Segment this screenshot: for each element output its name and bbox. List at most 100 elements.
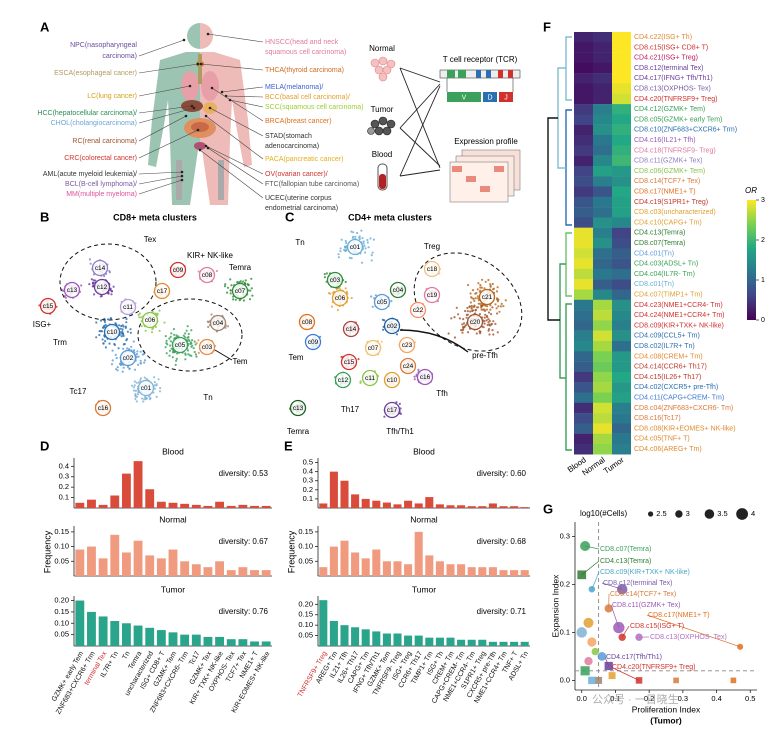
connector <box>138 85 191 97</box>
row-label: CD8.c12(terminal Tex) <box>634 65 704 72</box>
point <box>576 627 587 638</box>
colorbar-tick-label: 3 <box>761 197 765 204</box>
bar <box>238 504 248 508</box>
cell-dot <box>242 299 245 302</box>
cell-dot <box>244 279 247 282</box>
cell-dot <box>142 400 145 403</box>
cell-dot <box>344 239 347 243</box>
cell-dot <box>163 321 166 324</box>
cell-dot <box>137 313 140 316</box>
y-tick-label: 0.4 <box>59 461 69 470</box>
sample-label: Blood <box>372 150 392 159</box>
y-axis-title: Expansion Index <box>550 574 560 638</box>
x-tick-label: 0.1 <box>610 694 620 703</box>
cell-dot <box>91 285 94 288</box>
bar <box>215 561 225 576</box>
bar <box>75 502 85 508</box>
cluster-label: c13 <box>293 405 304 412</box>
cell-dot <box>117 347 120 350</box>
cell-dot <box>153 376 156 379</box>
cluster-annotation: Tn <box>203 393 212 402</box>
cancer-label: BCC(basal cell carcinoma)/ <box>265 94 350 101</box>
cell-dot <box>477 297 480 300</box>
heatmap-cell <box>612 186 631 197</box>
bar <box>351 627 360 646</box>
cell-dot <box>207 325 210 329</box>
cell-dot <box>118 362 122 366</box>
cell-dot <box>110 363 114 366</box>
heatmap-cell <box>593 402 612 414</box>
heatmap-cell <box>612 258 631 270</box>
bar <box>361 558 370 576</box>
cell-dot <box>110 293 113 296</box>
heatmap-cell <box>593 52 612 64</box>
cell-dot <box>124 326 127 329</box>
heatmap-cell <box>612 320 631 331</box>
bar <box>457 639 466 646</box>
row-label: CD4.c04(IL7R- Tm) <box>634 271 695 278</box>
bar <box>382 561 391 576</box>
row-label: CD4.c01(Tn) <box>634 250 674 257</box>
cell-dot <box>483 309 486 313</box>
cluster-badge <box>103 323 121 341</box>
segment-label: J <box>504 94 508 101</box>
cell-dot <box>348 256 351 259</box>
cluster-badge <box>91 259 109 277</box>
cell-dot <box>186 325 189 328</box>
row-label: CD8.c17(NME1+ T) <box>634 188 696 195</box>
row-label: CD8.c02(IL7R+ Tn) <box>634 343 695 350</box>
cell-dot <box>183 336 186 339</box>
cluster-label: c04 <box>393 287 404 294</box>
bar <box>340 480 349 508</box>
cluster-annotation: Tfh <box>436 389 448 398</box>
bar <box>180 561 190 576</box>
cell-dot <box>363 244 366 247</box>
cancer-label: PACA(pancreatic cancer) <box>265 156 343 163</box>
heatmap-cell <box>574 176 593 187</box>
cell-dot <box>471 297 474 300</box>
heatmap-cell <box>574 93 593 105</box>
bar <box>75 549 85 576</box>
cell-dot <box>383 415 386 418</box>
bar <box>372 549 381 576</box>
bar <box>168 502 178 508</box>
cluster-annotation: Tem <box>288 353 303 362</box>
cell-dot <box>133 368 137 371</box>
heatmap-cell <box>574 83 593 94</box>
bar <box>203 567 213 576</box>
heatmap-cell <box>593 83 612 94</box>
cell-dot <box>447 332 450 335</box>
cell-dot <box>170 332 173 335</box>
cell-dot <box>470 304 473 308</box>
panel-label: G <box>543 501 553 516</box>
cell-dot <box>484 313 487 316</box>
cluster-badge <box>198 338 216 356</box>
heatmap-cell <box>593 32 612 43</box>
cell-dot <box>479 286 482 289</box>
heatmap-cell <box>612 392 631 403</box>
cell-dot <box>104 340 107 343</box>
bar <box>414 503 423 508</box>
cell-dot <box>359 380 362 383</box>
heatmap-cell <box>612 104 631 115</box>
panel-label: E <box>284 438 293 453</box>
row-label: CD4.c19(S1PR1+ Treg) <box>634 199 708 206</box>
heatmap-cell <box>612 413 631 424</box>
cell-dot <box>229 292 232 295</box>
heatmap-cell <box>593 444 612 455</box>
cell-dot <box>354 235 357 238</box>
cell-dot <box>175 357 178 360</box>
point-label: CD4.c20(TNFRSF9+ Treg) <box>612 664 695 671</box>
size-legend-key <box>736 508 748 520</box>
sample-label: Normal <box>369 44 395 53</box>
point-label: CD8.c12(terminal Tex) <box>603 580 673 587</box>
bar <box>226 505 236 508</box>
heatmap-cell <box>593 361 612 373</box>
sample-label: Tumor <box>371 105 394 114</box>
bar <box>145 627 155 646</box>
heatmap-cell <box>612 42 631 53</box>
cluster-badge <box>289 399 307 417</box>
cell-dot <box>486 323 489 327</box>
y-tick-label: 0.20 <box>298 599 313 608</box>
cell-dot <box>250 277 253 280</box>
